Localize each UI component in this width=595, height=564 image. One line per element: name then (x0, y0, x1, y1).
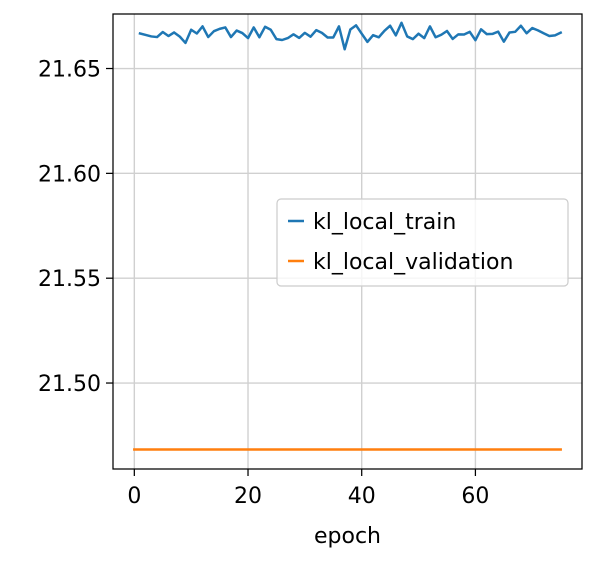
series-line-kl-local-train (140, 23, 561, 49)
legend-label: kl_local_validation (313, 250, 513, 275)
x-tick-label: 0 (127, 484, 141, 509)
x-tick-label: 20 (234, 484, 262, 509)
x-tick-label: 40 (348, 484, 376, 509)
y-tick-label: 21.55 (38, 267, 101, 292)
y-tick-label: 21.60 (38, 162, 101, 187)
x-axis-label: epoch (314, 524, 381, 549)
legend: kl_local_train kl_local_validation (277, 199, 568, 286)
legend-label: kl_local_train (313, 210, 456, 235)
x-tick-label: 60 (461, 484, 489, 509)
y-tick-label: 21.50 (38, 372, 101, 397)
y-tick-label: 21.65 (38, 58, 101, 83)
